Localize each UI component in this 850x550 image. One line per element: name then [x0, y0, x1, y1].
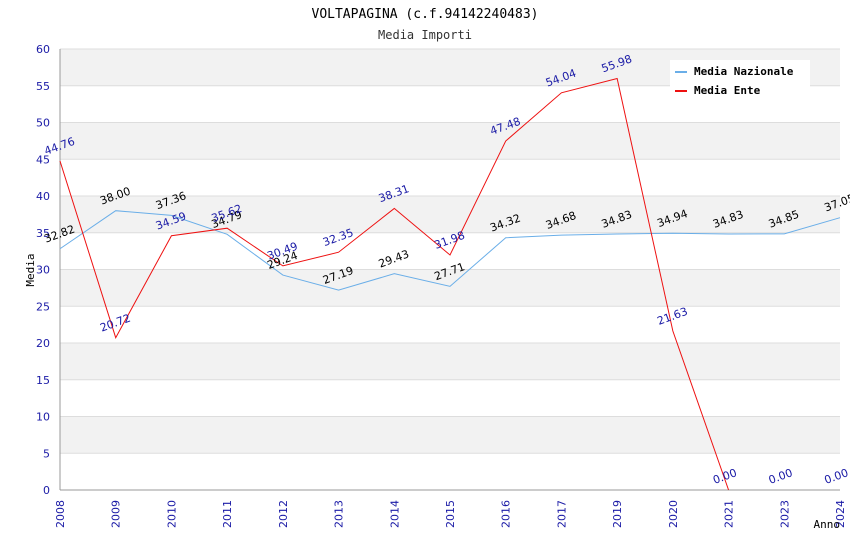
x-axis-label: Anno — [814, 518, 841, 531]
plot-band — [60, 122, 840, 160]
y-tick-label: 30 — [36, 264, 50, 277]
y-tick-label: 40 — [36, 190, 50, 203]
y-tick-label: 55 — [36, 80, 50, 93]
y-tick-label: 25 — [36, 300, 50, 313]
data-label: 21.63 — [655, 305, 689, 328]
plot-band — [60, 416, 840, 454]
plot-bands — [60, 49, 840, 454]
legend: Media Nazionale Media Ente — [670, 60, 810, 106]
y-tick-label: 45 — [36, 153, 50, 166]
x-tick-label: 2009 — [110, 500, 123, 528]
legend-label-nazionale: Media Nazionale — [694, 65, 794, 78]
legend-label-ente: Media Ente — [694, 84, 761, 97]
x-tick-label: 2021 — [723, 500, 736, 528]
y-tick-label: 50 — [36, 117, 50, 130]
x-tick-label: 2008 — [54, 500, 67, 528]
data-label: 29.43 — [377, 248, 411, 271]
x-tick-label: 2014 — [388, 500, 401, 528]
x-tick-label: 2012 — [277, 500, 290, 528]
chart-title: VOLTAPAGINA (c.f.94142240483) — [312, 7, 539, 22]
x-tick-label: 2020 — [667, 500, 680, 528]
chart-subtitle: Media Importi — [378, 28, 472, 42]
grid-lines — [60, 48, 840, 491]
x-tick-label: 2010 — [165, 500, 178, 528]
y-tick-label: 0 — [43, 484, 50, 497]
y-tick-label: 10 — [36, 411, 50, 424]
plot-band — [60, 269, 840, 307]
x-tick-label: 2015 — [444, 500, 457, 528]
x-tick-label: 2017 — [555, 500, 568, 528]
x-tick-label: 2016 — [500, 500, 513, 528]
series-line-ente — [59, 77, 730, 491]
x-tick-label: 2019 — [611, 500, 624, 528]
legend-box — [670, 60, 810, 106]
x-tick-label: 2024 — [834, 500, 847, 528]
data-label: 37.05 — [823, 192, 850, 215]
y-tick-label: 15 — [36, 374, 50, 387]
x-tick-label: 2013 — [333, 500, 346, 528]
y-tick-label: 60 — [36, 43, 50, 56]
series-lines — [59, 77, 841, 491]
y-tick-label: 5 — [43, 447, 50, 460]
plot-band — [60, 343, 840, 380]
data-label: 0.00 — [711, 466, 738, 487]
y-tick-labels: 0 5 10 15 20 25 30 35 40 45 50 55 60 — [36, 43, 50, 497]
plot-band — [60, 196, 840, 233]
y-tick-label: 35 — [36, 227, 50, 240]
x-tick-label: 2023 — [778, 500, 791, 528]
data-label: 0.00 — [823, 466, 850, 487]
x-tick-labels: 2008 2009 2010 2011 2012 2013 2014 2015 2016 2017… — [54, 500, 847, 528]
x-tick-label: 2011 — [221, 500, 234, 528]
series-line-nazionale — [59, 210, 841, 291]
data-label: 20.72 — [98, 312, 132, 335]
y-axis-label: Media — [24, 253, 37, 286]
data-label: 0.00 — [767, 466, 794, 487]
y-tick-label: 20 — [36, 337, 50, 350]
